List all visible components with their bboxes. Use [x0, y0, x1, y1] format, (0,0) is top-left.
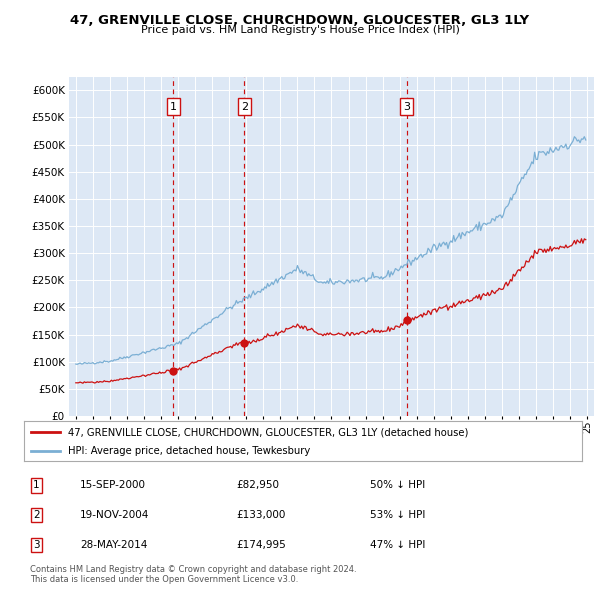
Text: 28-MAY-2014: 28-MAY-2014	[80, 540, 147, 550]
Text: £133,000: £133,000	[236, 510, 286, 520]
Text: 2: 2	[241, 101, 248, 112]
Text: HPI: Average price, detached house, Tewkesbury: HPI: Average price, detached house, Tewk…	[68, 445, 310, 455]
Text: 47, GRENVILLE CLOSE, CHURCHDOWN, GLOUCESTER, GL3 1LY: 47, GRENVILLE CLOSE, CHURCHDOWN, GLOUCES…	[70, 14, 530, 27]
Text: 53% ↓ HPI: 53% ↓ HPI	[370, 510, 425, 520]
Text: 15-SEP-2000: 15-SEP-2000	[80, 480, 146, 490]
Text: 47, GRENVILLE CLOSE, CHURCHDOWN, GLOUCESTER, GL3 1LY (detached house): 47, GRENVILLE CLOSE, CHURCHDOWN, GLOUCES…	[68, 427, 468, 437]
Text: 3: 3	[403, 101, 410, 112]
Text: 3: 3	[33, 540, 40, 550]
Text: 1: 1	[33, 480, 40, 490]
Text: 19-NOV-2004: 19-NOV-2004	[80, 510, 149, 520]
Text: 1: 1	[170, 101, 176, 112]
Text: 50% ↓ HPI: 50% ↓ HPI	[370, 480, 425, 490]
Text: £174,995: £174,995	[236, 540, 286, 550]
Text: Price paid vs. HM Land Registry's House Price Index (HPI): Price paid vs. HM Land Registry's House …	[140, 25, 460, 35]
Text: 47% ↓ HPI: 47% ↓ HPI	[370, 540, 425, 550]
Text: This data is licensed under the Open Government Licence v3.0.: This data is licensed under the Open Gov…	[30, 575, 298, 584]
Text: 2: 2	[33, 510, 40, 520]
Text: £82,950: £82,950	[236, 480, 279, 490]
Text: Contains HM Land Registry data © Crown copyright and database right 2024.: Contains HM Land Registry data © Crown c…	[30, 565, 356, 574]
